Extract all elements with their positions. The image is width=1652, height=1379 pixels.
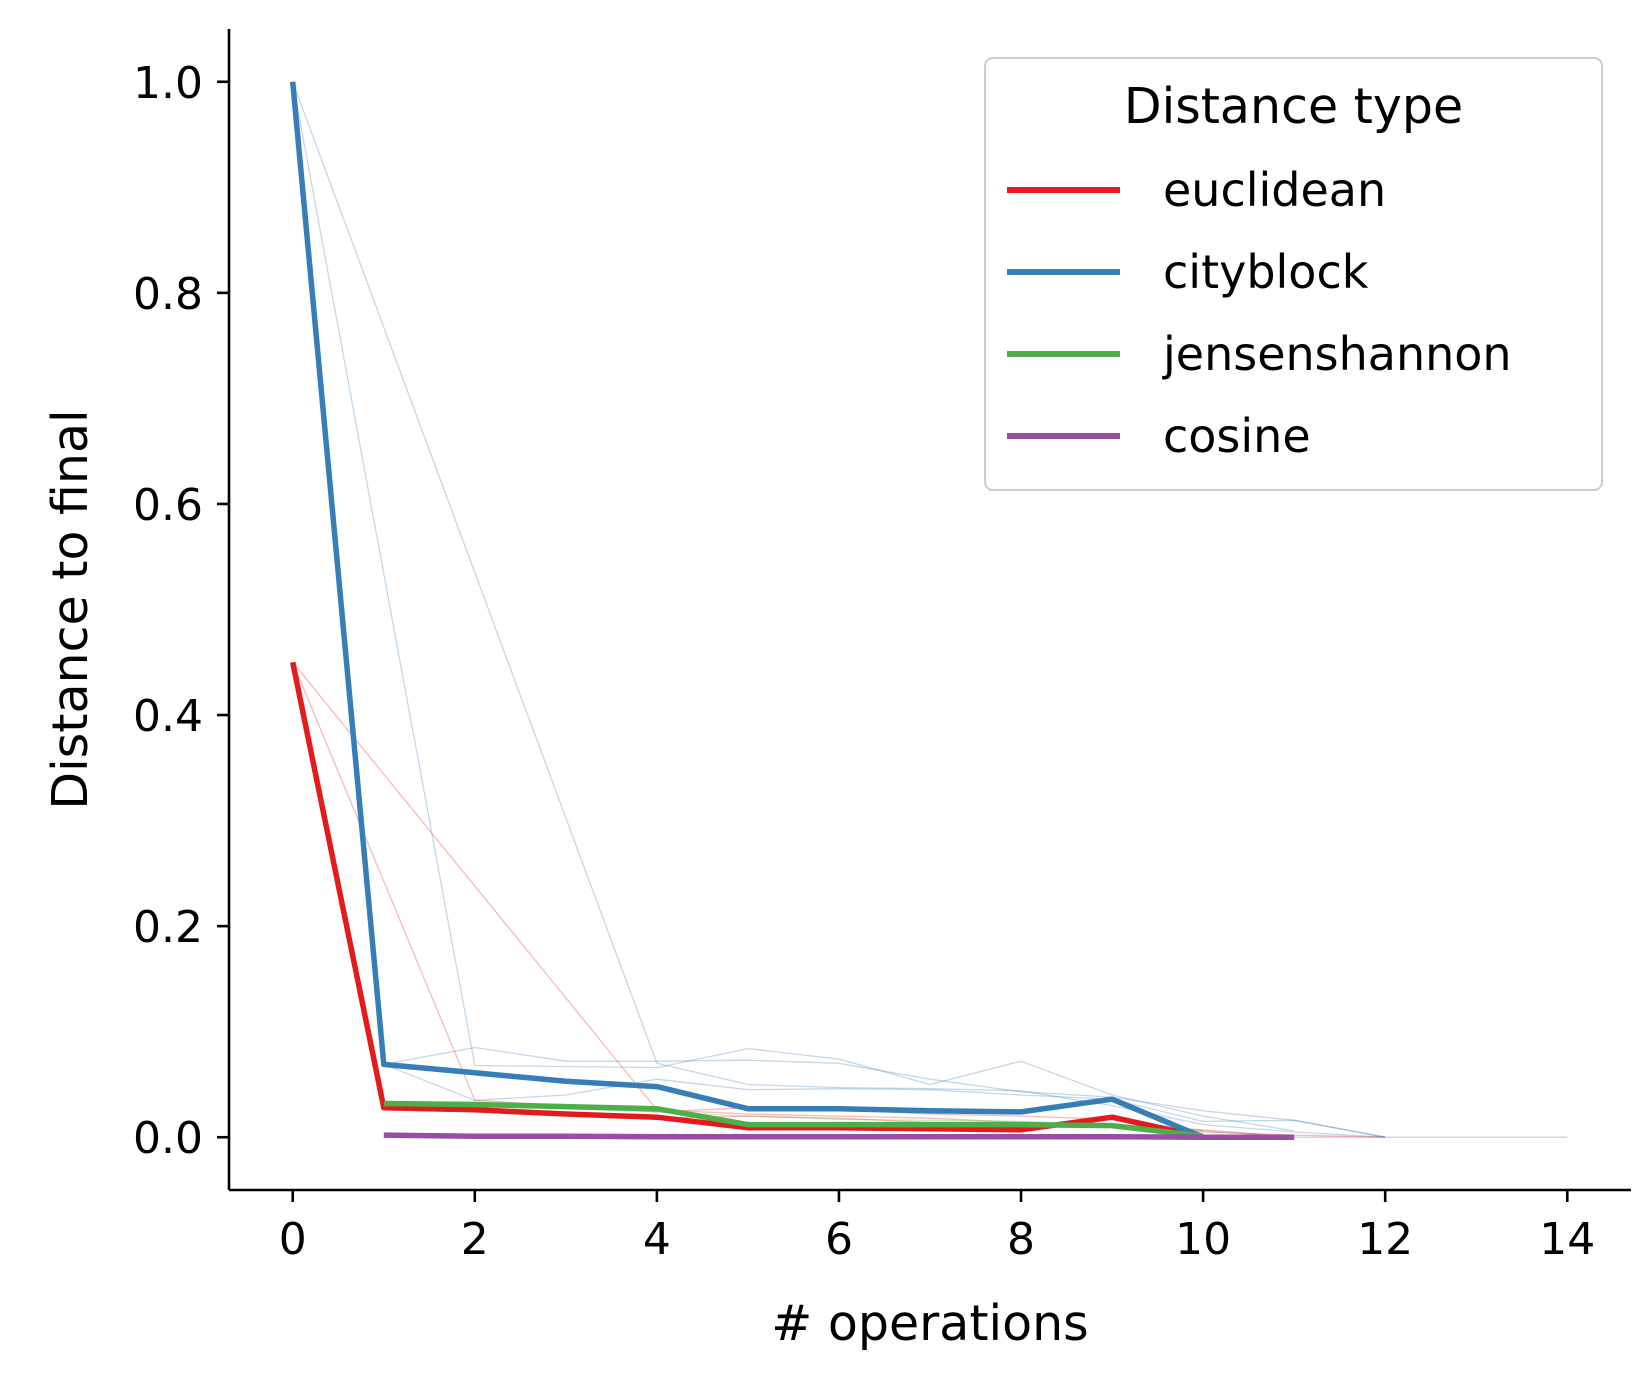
background-trace-line: [292, 81, 1386, 1138]
y-tick-label: 0.6: [133, 480, 203, 531]
background-trace-line: [292, 661, 1386, 1138]
axes: [227, 29, 1631, 1192]
y-tick-label: 0.4: [133, 691, 203, 742]
x-ticks: 0 2 4 6 8 10 12 14: [279, 1190, 1595, 1265]
series-line-cityblock: [289, 81, 1205, 1140]
x-axis-label: # operations: [771, 1295, 1088, 1352]
series-lines: [289, 81, 1295, 1140]
x-tick-label: 8: [1007, 1214, 1035, 1265]
x-tick-label: 0: [279, 1214, 307, 1265]
legend-title: Distance type: [1124, 78, 1463, 135]
x-tick-label: 10: [1175, 1214, 1231, 1265]
y-tick-label: 0.2: [133, 902, 203, 953]
legend: Distance type euclidean cityblock jensensh…: [984, 57, 1603, 491]
background-trace-line: [292, 662, 1295, 1138]
series-line-cosine: [383, 1132, 1295, 1140]
legend-label-jensenshannon: jensenshannon: [1162, 327, 1512, 381]
y-axis-label: Distance to final: [42, 409, 99, 809]
background-trace-line: [383, 1063, 1386, 1138]
legend-box: [984, 57, 1603, 491]
y-tick-label: 0.0: [133, 1113, 203, 1164]
x-tick-label: 6: [825, 1214, 853, 1265]
y-tick-label: 1.0: [133, 58, 203, 109]
series-line-jensenshannon: [383, 1100, 1204, 1139]
x-tick-label: 4: [643, 1214, 671, 1265]
legend-label-cityblock: cityblock: [1163, 245, 1369, 299]
x-tick-label: 12: [1357, 1214, 1413, 1265]
legend-label-cosine: cosine: [1163, 409, 1311, 463]
x-tick-label: 2: [461, 1214, 489, 1265]
y-tick-label: 0.8: [133, 269, 203, 320]
x-tick-label: 14: [1539, 1214, 1595, 1265]
legend-items: euclidean cityblock jensenshannon cosine: [1007, 163, 1512, 463]
background-trace-line: [292, 81, 1295, 1132]
legend-label-euclidean: euclidean: [1163, 163, 1386, 217]
background-trace-line: [292, 81, 1386, 1138]
y-ticks: 0.0 0.2 0.4 0.6 0.8 1.0: [133, 58, 229, 1164]
